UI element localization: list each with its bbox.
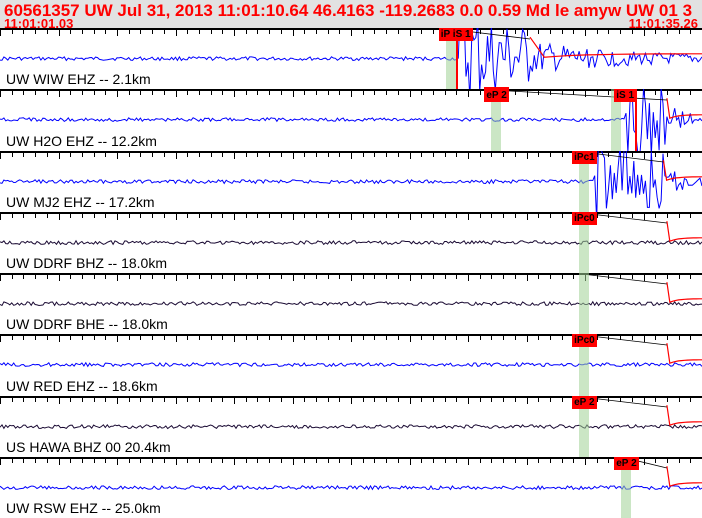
phase-label-eP-2[interactable]: eP 2 [484,89,508,102]
station-label-1: UW H2O EHZ -- 12.2km [6,133,157,149]
station-label-0: UW WIW EHZ -- 2.1km [6,71,151,87]
phase-arrival-band [579,273,589,334]
trace-row-0[interactable]: iP iS 1 eP 2 UW WIW EHZ -- 2.1km [0,28,702,89]
trace-row-5[interactable]: iPc0iS 1UW RED EHZ -- 18.6km [0,334,702,395]
trace-row-1[interactable]: eP 2 iS 1 UW H2O EHZ -- 12.2km [0,89,702,150]
seismogram-window: 60561357 UW Jul 31, 2013 11:01:10.64 46.… [0,0,702,518]
phase-label-iS-1[interactable]: iS 1 [614,89,636,102]
trace-row-4[interactable]: iS 1UW DDRF BHE -- 18.0km [0,273,702,334]
phase-label-iPc0[interactable]: iPc0 [572,212,597,225]
station-label-2: UW MJ2 EHZ -- 17.2km [6,194,155,210]
trace-row-2[interactable]: iPc1 UW MJ2 EHZ -- 17.2km [0,151,702,212]
header-bar: 60561357 UW Jul 31, 2013 11:01:10.64 46.… [0,0,702,28]
trace-row-7[interactable]: eP 2 UW RSW EHZ -- 25.0km [0,457,702,518]
station-label-5: UW RED EHZ -- 18.6km [6,378,158,394]
trace-row-6[interactable]: eP 2 US HAWA BHZ 00 20.4km [0,396,702,457]
phase-label-eP-2[interactable]: eP 2 [614,457,638,470]
event-header-title: 60561357 UW Jul 31, 2013 11:01:10.64 46.… [4,1,692,21]
phase-label-eP-2[interactable]: eP 2 [572,396,596,409]
trace-row-3[interactable]: iPc0 UW DDRF BHZ -- 18.0km [0,212,702,273]
station-label-3: UW DDRF BHZ -- 18.0km [6,255,167,271]
phase-label-iP-iS-1[interactable]: iP iS 1 [439,28,473,41]
station-label-7: UW RSW EHZ -- 25.0km [6,500,161,516]
station-label-6: US HAWA BHZ 00 20.4km [6,439,171,455]
phase-label-iPc0[interactable]: iPc0 [572,334,597,347]
station-label-4: UW DDRF BHE -- 18.0km [6,316,168,332]
phase-label-iPc1[interactable]: iPc1 [572,151,597,164]
